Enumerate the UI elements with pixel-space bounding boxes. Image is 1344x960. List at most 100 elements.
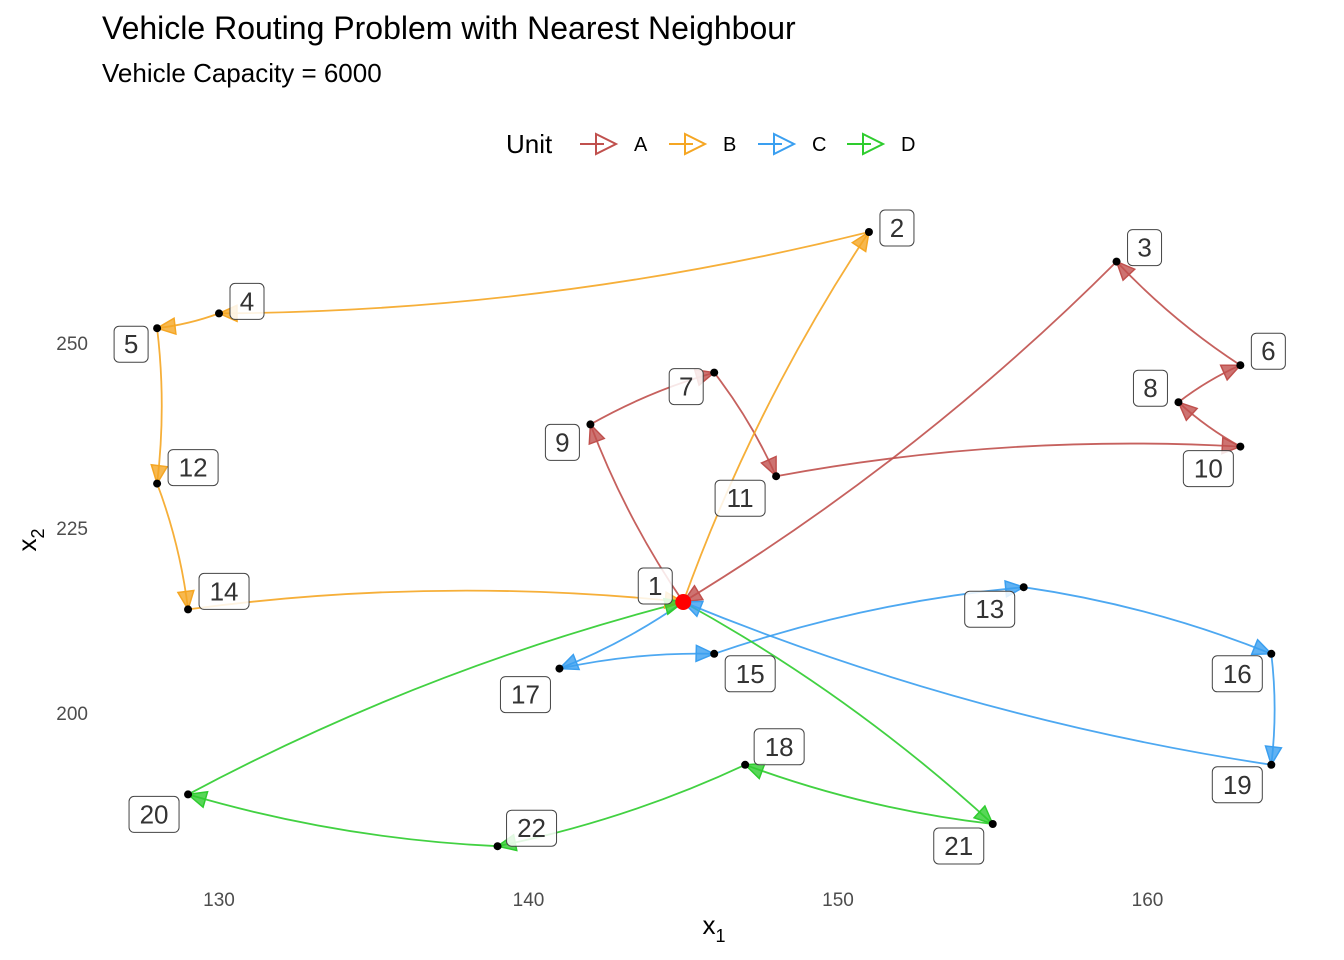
node-label: 3	[1127, 229, 1163, 267]
node-label: 16	[1211, 655, 1263, 693]
node-point	[741, 760, 750, 769]
route-arrowhead-a	[760, 455, 777, 478]
route-arrowhead-b	[155, 316, 177, 336]
node-label: 14	[198, 572, 250, 610]
node-label: 17	[499, 676, 551, 714]
svg-text:20: 20	[140, 799, 169, 829]
node-point	[1112, 257, 1121, 266]
routes-layer	[156, 231, 1276, 848]
svg-text:14: 14	[210, 576, 239, 606]
route-segment-d	[187, 601, 684, 796]
svg-text:12: 12	[179, 453, 208, 483]
route-segment-c	[559, 652, 715, 670]
node-point	[153, 479, 162, 488]
route-segment-b	[156, 328, 163, 484]
node-point	[1174, 398, 1183, 407]
route-arrowhead-c	[1250, 638, 1274, 656]
svg-text:6: 6	[1261, 336, 1275, 366]
y-tick-label: 200	[56, 704, 88, 725]
legend-item-d: D	[847, 132, 915, 156]
route-segment-d	[187, 793, 498, 848]
node-label: 15	[724, 655, 776, 693]
node-point	[1267, 649, 1276, 658]
route-segment-b	[218, 231, 870, 315]
legend-item-b: B	[669, 132, 736, 156]
points-layer	[153, 228, 1276, 851]
node-point	[1267, 760, 1276, 769]
route-segment-b	[187, 589, 684, 611]
route-arrowhead-d	[186, 790, 209, 809]
route-segment-b	[156, 483, 189, 610]
route-arrowhead-c	[557, 653, 581, 671]
node-label: 12	[167, 449, 219, 487]
node-point	[184, 790, 193, 799]
legend-arrow-icon	[684, 132, 708, 156]
y-tick-label: 250	[56, 334, 88, 355]
route-segment-a	[1115, 260, 1241, 366]
node-label: 19	[1211, 766, 1263, 804]
arrowheads-layer	[150, 230, 1283, 852]
node-label: 2	[879, 209, 915, 247]
node-point	[710, 649, 719, 658]
route-arrowhead-a	[1221, 436, 1243, 455]
svg-text:8: 8	[1143, 373, 1157, 403]
svg-text:13: 13	[975, 594, 1004, 624]
legend-arrow-icon	[773, 132, 797, 156]
route-arrowhead-a	[1219, 364, 1243, 382]
svg-text:21: 21	[944, 831, 973, 861]
x-tick-label: 140	[513, 890, 545, 911]
legend-item-a: A	[580, 132, 648, 156]
node-label: 5	[113, 325, 149, 363]
legend-label: B	[723, 134, 736, 156]
svg-text:17: 17	[511, 680, 540, 710]
chart-subtitle: Vehicle Capacity = 6000	[102, 58, 382, 88]
node-label: 11	[714, 479, 766, 517]
x-tick-label: 160	[1132, 890, 1164, 911]
node-point	[1019, 583, 1028, 592]
x-tick-label: 150	[822, 890, 854, 911]
route-segment-c	[682, 601, 1272, 766]
y-tick-label: 225	[56, 519, 88, 540]
y-axis-title: x2	[12, 528, 48, 551]
route-arrowhead-d	[972, 804, 995, 826]
node-point	[988, 820, 997, 828]
svg-text:1: 1	[648, 571, 662, 601]
node-label: 1	[637, 567, 673, 605]
route-segment-a	[775, 442, 1241, 478]
svg-text:9: 9	[555, 427, 569, 457]
node-point	[710, 368, 719, 377]
route-arrowhead-a	[1177, 400, 1199, 422]
node-point	[772, 472, 781, 481]
node-label: 21	[933, 827, 985, 865]
node-label: 22	[506, 809, 558, 847]
node-label: 20	[128, 795, 180, 833]
route-arrowhead-d	[743, 762, 766, 780]
route-segment-c	[1023, 586, 1272, 655]
axis-ticks: 130 140 150 160 200 225 250	[56, 334, 1163, 911]
node-point	[864, 228, 873, 236]
route-arrowhead-c	[695, 644, 717, 663]
x-tick-label: 130	[203, 890, 235, 911]
node-label: 13	[964, 590, 1016, 628]
route-segment-d	[682, 601, 994, 825]
node-point	[153, 324, 162, 333]
svg-text:19: 19	[1223, 770, 1252, 800]
node-point	[586, 420, 595, 429]
svg-text:5: 5	[124, 329, 138, 359]
svg-text:4: 4	[240, 286, 254, 316]
node-point	[215, 309, 223, 318]
svg-text:18: 18	[765, 732, 794, 762]
node-label: 9	[544, 423, 580, 461]
svg-text:7: 7	[679, 372, 693, 402]
svg-text:15: 15	[736, 659, 765, 689]
node-point	[555, 664, 564, 673]
legend-label: C	[812, 134, 826, 156]
legend-label: D	[901, 134, 915, 156]
node-point	[493, 842, 502, 851]
legend-arrow-icon	[595, 132, 619, 156]
svg-text:10: 10	[1194, 454, 1223, 484]
svg-text:2: 2	[890, 213, 904, 243]
node-label: 8	[1132, 369, 1168, 407]
node-label: 4	[229, 282, 265, 320]
